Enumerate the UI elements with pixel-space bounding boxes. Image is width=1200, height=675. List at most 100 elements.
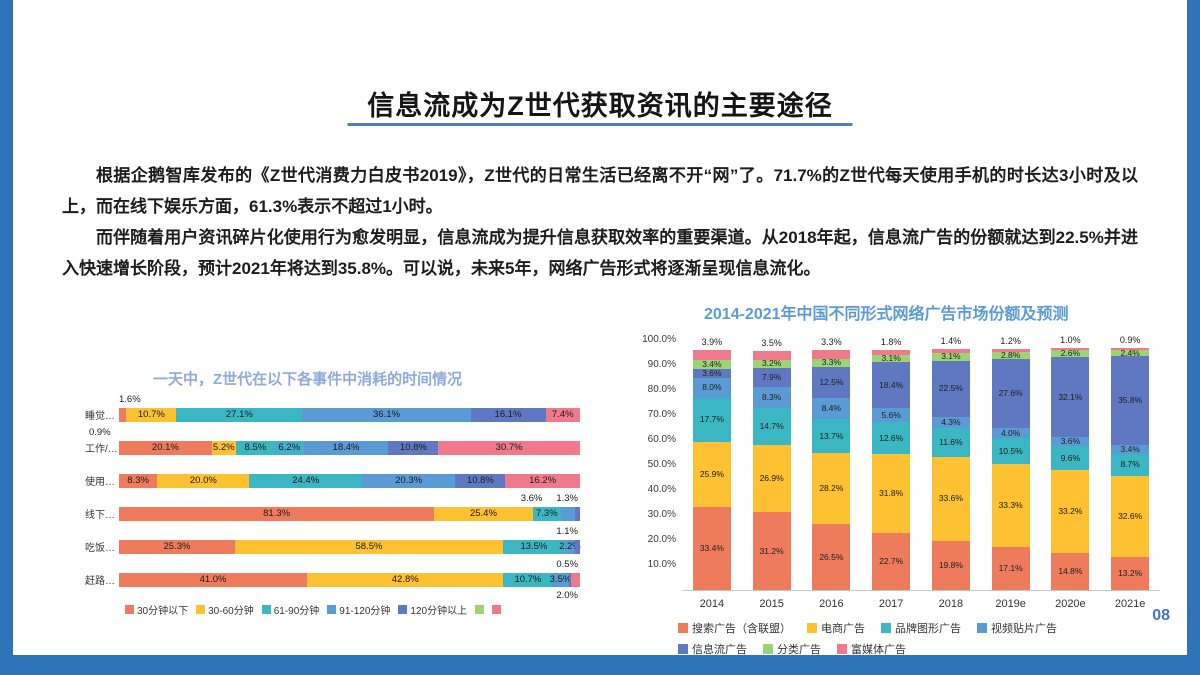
legend-swatch [881,623,891,633]
bar-track: 81.3% 25.4% 7.3% 3.6% 1.3% [119,493,580,521]
left-edge-accent-bar [0,0,13,655]
column-segment: 22.5% [931,360,970,417]
legend-row: 信息流广告 分类广告 富媒体广告 [678,641,1057,657]
bar-segment: 16.2% [505,473,580,488]
bar-track: 25.3% 58.5% 13.5% 2.2% 1.1% [119,526,581,554]
legend-item: 30分钟以下 [125,602,188,617]
bar-track: 41.0% 42.8% 10.7% 3.5% 0.5% 2.0% [119,559,580,601]
bar-segment: 42.8% [307,572,504,587]
column-segment: 8.7% [1111,453,1150,476]
column-top-label: 1.0% [1060,334,1081,345]
column-segment: 27.6% [991,358,1030,428]
title-underline [347,123,853,126]
column-segment: 33.2% [1051,470,1090,553]
legend-label: 电商广告 [821,623,865,635]
legend-swatch [327,605,337,614]
legend-item: 品牌图形广告 [881,620,961,636]
bar-segment: 41.0% [119,572,308,587]
bar-segment [570,572,580,587]
bar-segment: 8.5% [235,440,275,455]
bar-segment: 2.2% [559,539,581,554]
legend-item: 30-60分钟 [196,602,254,617]
bar-track: 8.3% 20.0% 24.4% 20.3% 10.8% 16.2% [119,473,580,488]
y-axis-label: 90.0% [647,359,676,370]
legend-item: 视频贴片广告 [977,620,1057,636]
bar-row: 线下… 81.3% 25.4% 7.3% 3.6% 1.3% [85,493,580,530]
legend-swatch [398,605,408,614]
paragraph: 而伴随着用户资讯碎片化使用行为愈发明显，信息流成为提升信息获取效率的重要渠道。从… [62,228,1138,278]
y-axis-label: 80.0% [647,384,676,395]
y-axis-label: 70.0% [647,409,676,420]
legend-item: 分类广告 [763,641,821,657]
column-segment: 3.6% [1051,437,1090,446]
column-segment: 33.3% [991,464,1030,548]
bar-segment: 10.8% [455,473,506,488]
bar-segment: 7.3% [532,506,561,521]
legend-label: 品牌图形广告 [895,623,961,635]
legend-item: 搜索广告（含联盟） [678,620,791,636]
column-segment: 10.5% [991,437,1030,464]
column-segment: 8.3% [752,387,791,408]
column-segment: 3.1% [931,352,970,361]
column-top-label: 1.8% [880,337,902,347]
legend-swatch [475,605,485,614]
legend-swatch [492,605,502,614]
column-segment: 26.9% [752,444,791,512]
column-segment: 14.8% [1051,553,1090,590]
column-segment: 2.4% [1111,348,1150,357]
column-segment: 13.2% [1111,557,1150,590]
data-callout: 1.3% [556,492,578,504]
legend-label: 信息流广告 [692,644,747,656]
x-axis-label: 2020e [1055,598,1086,610]
data-callout: 0.9% [89,426,111,438]
time-spent-chart: 一天中，Z世代在以下各事件中消耗的时间情况 睡觉… 10.7% 27.1% 36.1%… [85,340,581,632]
chart-title: 2014-2021年中国不同形式网络广告市场份额及预测 [704,306,1069,323]
category-label: 赶路… [85,576,115,587]
column-segment [1051,347,1090,351]
data-callout: 1.1% [556,525,578,537]
legend-swatch [763,644,773,654]
chart-title: 一天中，Z世代在以下各事件中消耗的时间情况 [153,371,463,388]
bar-segment: 7.4% [545,407,580,422]
legend: 搜索广告（含联盟） 电商广告 品牌图形广告 视频贴片广告信息流广告 分类广告 富媒体广告 [678,620,1057,662]
legend-label: 富媒体广告 [851,644,906,656]
column-segment: 22.7% [872,533,911,590]
bar-segment: 16.1% [470,407,546,422]
legend-label: 30-60分钟 [208,606,254,617]
stacked-column: 31.2% 26.9% 14.7% 8.3% 7.9% 3.2% [752,350,791,590]
legend-item: 91-120分钟 [327,602,390,617]
bar-segment: 10.7% [126,407,177,422]
data-callout: 3.6% [520,492,543,504]
data-callout: 0.5% [556,558,578,570]
legend-swatch [678,623,688,633]
paragraph: 根据企鹅智库发布的《Z世代消费力白皮书2019》，Z世代的日常生活已经离不开“网… [62,166,1138,216]
y-axis-label: 10.0% [647,559,676,570]
bar-rows: 睡觉… 10.7% 27.1% 36.1% 16.1% 7.4% 1.6% 工作/… 20.1%… [85,394,581,601]
column-segment [931,349,970,353]
x-axis-label: 2016 [819,598,844,610]
column-segment: 2.8% [991,351,1030,359]
bar-segment: 6.2% [274,440,304,455]
bar-segment: 20.1% [119,440,212,455]
legend-swatch [125,605,134,614]
category-label: 睡觉… [85,411,115,422]
bar-segment: 13.5% [502,539,565,554]
stacked-column: 26.5% 28.2% 13.7% 8.4% 12.5% 3.3% [812,350,851,590]
column-segment: 28.2% [812,453,851,524]
y-axis-label: 30.0% [647,509,676,520]
bar-track: 20.1% 5.2% 8.5% 6.2% 18.4% 10.8% 30.7% 0.9% [89,427,580,455]
column-segment: 26.5% [812,523,851,590]
column-segment: 32.1% [1051,356,1090,437]
column-segment: 4.0% [991,427,1030,438]
column-segment [752,350,791,360]
plot-area: 33.4% 25.9% 17.7% 8.0% 3.6% 3.4% 3.9% 2014 31.2%… [682,335,1160,610]
category-label: 使用… [85,477,115,488]
column-top-label: 3.9% [701,337,723,348]
bar-segment [574,539,580,554]
column-segment: 17.1% [991,547,1030,590]
legend-item [475,605,485,614]
column-segment: 3.3% [812,358,851,367]
bar-segment: 36.1% [302,407,471,422]
column-segment: 9.6% [1051,446,1090,470]
